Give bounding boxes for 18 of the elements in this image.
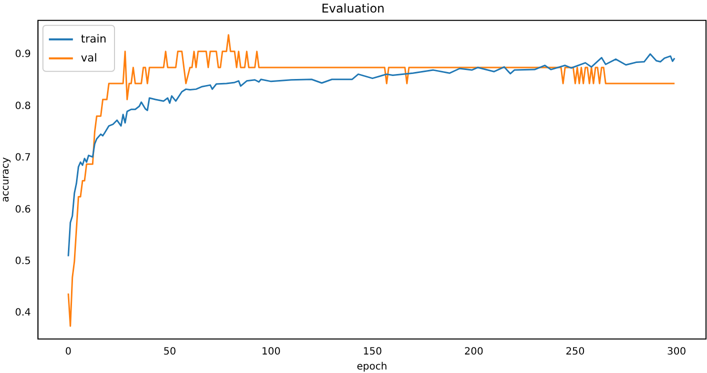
y-axis-title: accuracy xyxy=(0,157,12,202)
y-tick-label: 0.4 xyxy=(14,308,31,319)
chart-title: Evaluation xyxy=(321,1,385,16)
x-tick-label: 100 xyxy=(262,346,281,358)
x-tick-label: 200 xyxy=(464,346,484,358)
x-tick-label: 0 xyxy=(65,346,72,358)
legend-label: train xyxy=(80,32,107,46)
y-tick-label: 0.9 xyxy=(14,49,31,60)
y-tick-label: 0.6 xyxy=(14,204,31,216)
x-tick-label: 300 xyxy=(667,346,686,358)
legend-label: val xyxy=(80,51,98,64)
x-axis-title: epoch xyxy=(356,362,388,373)
x-tick-label: 150 xyxy=(362,346,382,358)
x-tick-label: 50 xyxy=(163,346,176,358)
y-tick-label: 0.7 xyxy=(14,152,31,164)
y-tick-label: 0.8 xyxy=(14,100,31,112)
y-tick-label: 0.5 xyxy=(14,256,31,268)
x-tick-label: 250 xyxy=(566,346,585,358)
